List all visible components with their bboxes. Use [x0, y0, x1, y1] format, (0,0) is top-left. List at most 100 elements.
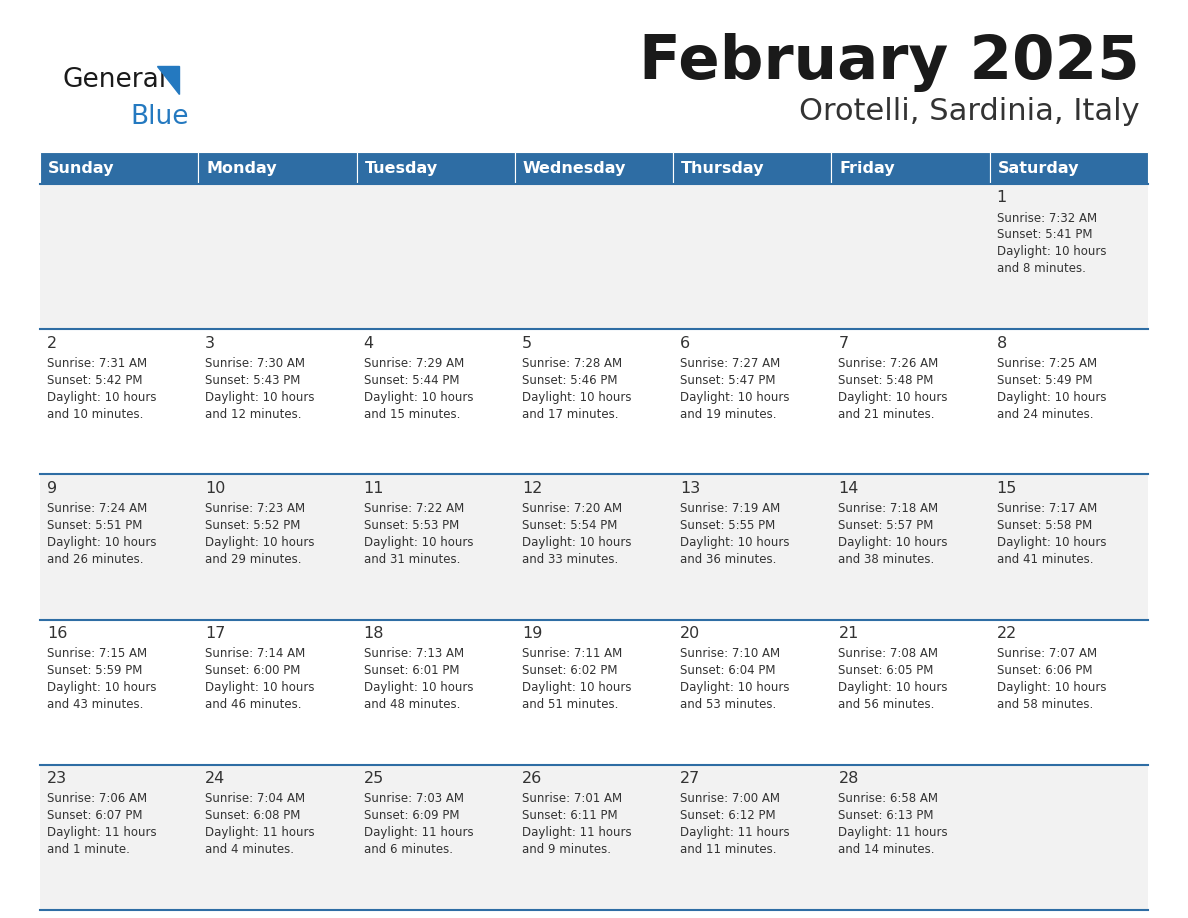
Text: Sunrise: 7:13 AM: Sunrise: 7:13 AM: [364, 647, 463, 660]
Text: Thursday: Thursday: [681, 162, 765, 176]
Text: and 46 minutes.: and 46 minutes.: [206, 698, 302, 711]
Text: 7: 7: [839, 336, 848, 351]
Text: Daylight: 10 hours: Daylight: 10 hours: [522, 681, 631, 694]
Text: 11: 11: [364, 481, 384, 496]
Text: Sunrise: 7:26 AM: Sunrise: 7:26 AM: [839, 357, 939, 370]
Text: and 38 minutes.: and 38 minutes.: [839, 553, 935, 565]
Text: Sunset: 5:55 PM: Sunset: 5:55 PM: [681, 519, 776, 532]
Text: Sunset: 6:07 PM: Sunset: 6:07 PM: [48, 810, 143, 823]
Text: Sunrise: 7:25 AM: Sunrise: 7:25 AM: [997, 357, 1097, 370]
Text: Sunrise: 7:31 AM: Sunrise: 7:31 AM: [48, 357, 147, 370]
Text: Sunset: 6:02 PM: Sunset: 6:02 PM: [522, 664, 618, 677]
Text: Sunrise: 7:30 AM: Sunrise: 7:30 AM: [206, 357, 305, 370]
Text: Sunset: 5:48 PM: Sunset: 5:48 PM: [839, 374, 934, 386]
Text: Sunrise: 7:27 AM: Sunrise: 7:27 AM: [681, 357, 781, 370]
Bar: [40, 152, 198, 184]
Text: Sunrise: 7:10 AM: Sunrise: 7:10 AM: [681, 647, 781, 660]
Text: Sunday: Sunday: [48, 162, 114, 176]
Bar: [990, 152, 1148, 184]
Text: Saturday: Saturday: [998, 162, 1079, 176]
Text: Daylight: 10 hours: Daylight: 10 hours: [364, 536, 473, 549]
Text: Sunset: 6:06 PM: Sunset: 6:06 PM: [997, 664, 1092, 677]
Text: and 36 minutes.: and 36 minutes.: [681, 553, 777, 565]
Text: 5: 5: [522, 336, 532, 351]
Text: Sunset: 6:12 PM: Sunset: 6:12 PM: [681, 810, 776, 823]
Text: Sunrise: 7:29 AM: Sunrise: 7:29 AM: [364, 357, 463, 370]
Text: Friday: Friday: [840, 162, 895, 176]
Text: 20: 20: [681, 626, 701, 641]
Text: Sunset: 5:47 PM: Sunset: 5:47 PM: [681, 374, 776, 386]
Text: Monday: Monday: [207, 162, 277, 176]
Text: Sunrise: 7:06 AM: Sunrise: 7:06 AM: [48, 792, 147, 805]
Text: and 56 minutes.: and 56 minutes.: [839, 698, 935, 711]
Text: Sunset: 6:13 PM: Sunset: 6:13 PM: [839, 810, 934, 823]
Text: Daylight: 10 hours: Daylight: 10 hours: [48, 536, 157, 549]
Text: Daylight: 10 hours: Daylight: 10 hours: [997, 391, 1106, 404]
Text: Sunrise: 7:03 AM: Sunrise: 7:03 AM: [364, 792, 463, 805]
Text: 14: 14: [839, 481, 859, 496]
Text: and 4 minutes.: and 4 minutes.: [206, 844, 295, 856]
Bar: [514, 152, 674, 184]
Text: Sunrise: 7:22 AM: Sunrise: 7:22 AM: [364, 502, 463, 515]
Text: and 14 minutes.: and 14 minutes.: [839, 844, 935, 856]
Text: 13: 13: [681, 481, 701, 496]
Bar: [356, 152, 514, 184]
Text: 8: 8: [997, 336, 1007, 351]
Text: 21: 21: [839, 626, 859, 641]
Text: and 17 minutes.: and 17 minutes.: [522, 408, 619, 420]
Text: and 9 minutes.: and 9 minutes.: [522, 844, 611, 856]
Text: and 51 minutes.: and 51 minutes.: [522, 698, 618, 711]
Text: Sunrise: 7:17 AM: Sunrise: 7:17 AM: [997, 502, 1097, 515]
Text: Daylight: 11 hours: Daylight: 11 hours: [206, 826, 315, 839]
Text: 10: 10: [206, 481, 226, 496]
Text: Daylight: 10 hours: Daylight: 10 hours: [364, 391, 473, 404]
Text: and 26 minutes.: and 26 minutes.: [48, 553, 144, 565]
Text: 3: 3: [206, 336, 215, 351]
Text: and 33 minutes.: and 33 minutes.: [522, 553, 618, 565]
Text: 18: 18: [364, 626, 384, 641]
Text: Daylight: 10 hours: Daylight: 10 hours: [206, 536, 315, 549]
Text: Daylight: 10 hours: Daylight: 10 hours: [48, 391, 157, 404]
Text: Daylight: 10 hours: Daylight: 10 hours: [206, 681, 315, 694]
Text: Daylight: 11 hours: Daylight: 11 hours: [522, 826, 632, 839]
Bar: [40, 765, 1148, 910]
Text: Daylight: 10 hours: Daylight: 10 hours: [839, 681, 948, 694]
Text: and 10 minutes.: and 10 minutes.: [48, 408, 144, 420]
Text: and 12 minutes.: and 12 minutes.: [206, 408, 302, 420]
Polygon shape: [157, 66, 179, 94]
Text: and 48 minutes.: and 48 minutes.: [364, 698, 460, 711]
Bar: [40, 620, 1148, 765]
Text: Tuesday: Tuesday: [365, 162, 437, 176]
Text: Orotelli, Sardinia, Italy: Orotelli, Sardinia, Italy: [800, 97, 1140, 127]
Text: and 24 minutes.: and 24 minutes.: [997, 408, 1093, 420]
Text: and 15 minutes.: and 15 minutes.: [364, 408, 460, 420]
Text: 25: 25: [364, 771, 384, 787]
Text: Wednesday: Wednesday: [523, 162, 626, 176]
Text: 4: 4: [364, 336, 374, 351]
Text: Sunrise: 7:07 AM: Sunrise: 7:07 AM: [997, 647, 1097, 660]
Text: Sunset: 6:09 PM: Sunset: 6:09 PM: [364, 810, 459, 823]
Text: Daylight: 10 hours: Daylight: 10 hours: [522, 391, 631, 404]
Text: Blue: Blue: [129, 104, 189, 130]
Text: Sunrise: 7:19 AM: Sunrise: 7:19 AM: [681, 502, 781, 515]
Text: Sunset: 5:49 PM: Sunset: 5:49 PM: [997, 374, 1092, 386]
Text: Daylight: 10 hours: Daylight: 10 hours: [997, 681, 1106, 694]
Text: 23: 23: [48, 771, 68, 787]
Text: Sunset: 6:00 PM: Sunset: 6:00 PM: [206, 664, 301, 677]
Text: Sunrise: 7:32 AM: Sunrise: 7:32 AM: [997, 211, 1097, 225]
Text: Daylight: 11 hours: Daylight: 11 hours: [681, 826, 790, 839]
Text: Sunrise: 7:14 AM: Sunrise: 7:14 AM: [206, 647, 305, 660]
Text: Sunset: 5:46 PM: Sunset: 5:46 PM: [522, 374, 618, 386]
Text: Sunrise: 6:58 AM: Sunrise: 6:58 AM: [839, 792, 939, 805]
Text: General: General: [62, 67, 166, 93]
Text: Sunset: 6:08 PM: Sunset: 6:08 PM: [206, 810, 301, 823]
Text: Sunrise: 7:23 AM: Sunrise: 7:23 AM: [206, 502, 305, 515]
Text: Sunrise: 7:24 AM: Sunrise: 7:24 AM: [48, 502, 147, 515]
Text: Sunrise: 7:11 AM: Sunrise: 7:11 AM: [522, 647, 623, 660]
Text: Sunset: 5:42 PM: Sunset: 5:42 PM: [48, 374, 143, 386]
Text: and 8 minutes.: and 8 minutes.: [997, 263, 1086, 275]
Text: 1: 1: [997, 191, 1007, 206]
Text: and 21 minutes.: and 21 minutes.: [839, 408, 935, 420]
Text: and 1 minute.: and 1 minute.: [48, 844, 129, 856]
Text: Sunrise: 7:15 AM: Sunrise: 7:15 AM: [48, 647, 147, 660]
